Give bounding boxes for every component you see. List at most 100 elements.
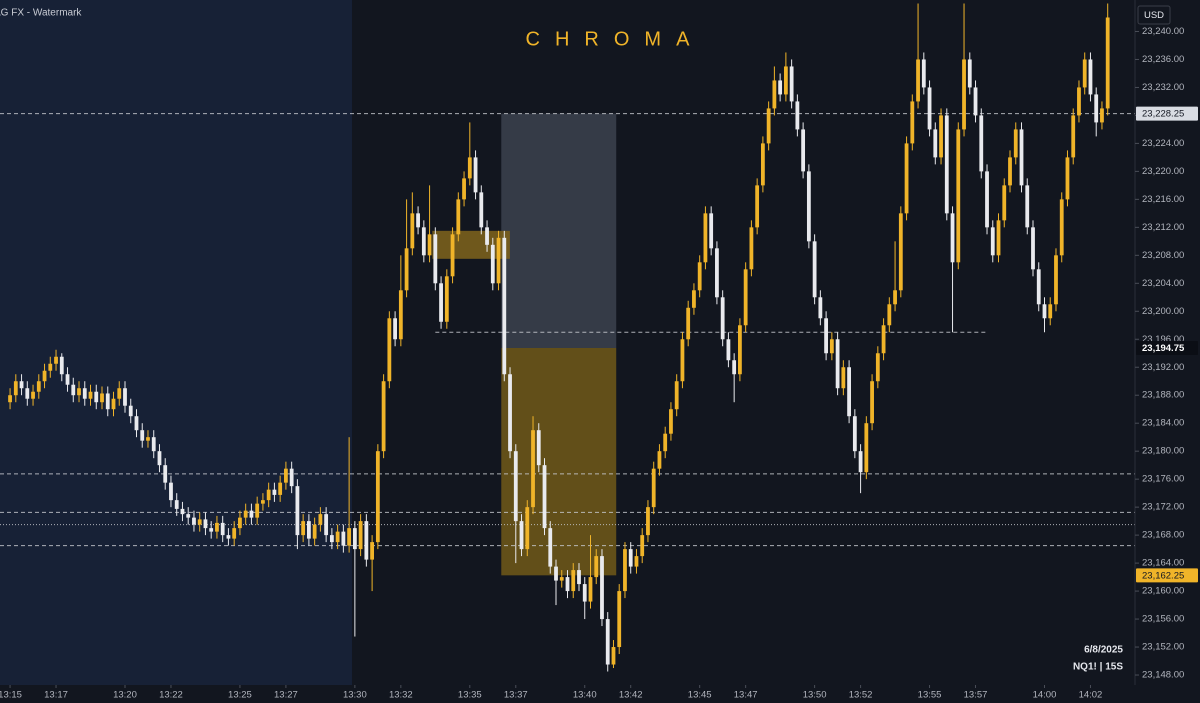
candle-body [743, 269, 748, 326]
candle-body [536, 430, 541, 466]
symbol: NQ1! | 15S [1073, 662, 1123, 673]
candle-body [490, 244, 495, 284]
candle-body [513, 451, 518, 522]
y-tick-label: 23,172.00 [1142, 502, 1184, 513]
candle-body [1025, 185, 1030, 228]
candle-body [554, 566, 558, 581]
x-tick-label: 13:50 [803, 690, 827, 701]
candle-body [582, 584, 587, 602]
y-tick-label: 23,196.00 [1142, 334, 1184, 345]
candle-body [1008, 157, 1012, 186]
y-tick-label: 23,156.00 [1142, 614, 1184, 625]
candle-body [77, 388, 81, 396]
candle-body [13, 381, 18, 396]
watermark: AG FX - Watermark [0, 8, 82, 19]
candle-body [818, 297, 823, 319]
candle-body [1042, 304, 1047, 319]
candle-body [864, 423, 869, 473]
candle-body [755, 185, 760, 228]
candle-body [766, 108, 771, 144]
currency-box[interactable] [1137, 5, 1171, 25]
candle-body [128, 405, 133, 417]
candle-body [835, 339, 840, 389]
candle-body [962, 59, 966, 130]
candle-body [479, 192, 484, 228]
y-tick-label: 23,212.00 [1142, 222, 1184, 233]
candle-body [42, 370, 47, 382]
candle-body [306, 521, 311, 539]
candle-body [1065, 157, 1070, 200]
candle-body [806, 171, 811, 242]
candle-body [795, 101, 800, 130]
y-tick-label: 23,200.00 [1142, 306, 1184, 317]
candle-body [801, 129, 806, 172]
candle-body [266, 489, 271, 501]
currency[interactable]: USD [1144, 10, 1164, 21]
candle-body [950, 213, 955, 263]
candle-body [289, 468, 294, 487]
candle-body [979, 115, 984, 172]
candle-body [8, 395, 12, 403]
x-tick-label: 13:37 [504, 690, 528, 701]
candle-body [88, 391, 93, 399]
candle-body [898, 213, 903, 291]
candle-body [663, 433, 668, 452]
candle-body [1088, 59, 1093, 95]
candle-body [433, 234, 438, 284]
candle-body [944, 115, 949, 214]
candle-body [416, 213, 420, 228]
candle-body [100, 393, 104, 403]
session-shade [0, 0, 352, 685]
candle-body [364, 521, 369, 560]
y-tick-label: 23,224.00 [1142, 138, 1184, 149]
candle-body [169, 482, 173, 501]
candle-body [829, 339, 834, 354]
candle-body [1031, 227, 1035, 270]
candle-body [927, 87, 932, 130]
candle-body [508, 374, 512, 452]
y-tick-label: 23,216.00 [1142, 194, 1184, 205]
candle-body [605, 619, 610, 665]
y-tick-label: 23,240.00 [1142, 26, 1184, 37]
candle-body [594, 556, 599, 578]
candle-body [111, 398, 116, 410]
y-tick-label: 23,152.00 [1142, 642, 1184, 653]
candle-body [444, 276, 449, 322]
candle-body [559, 577, 564, 581]
candle-body [375, 451, 380, 543]
x-tick-label: 14:02 [1079, 690, 1103, 701]
candle-body [65, 374, 70, 385]
candle-body [186, 514, 191, 518]
candle-body [473, 157, 478, 193]
candle-body [1054, 255, 1058, 305]
candles [8, 3, 1110, 672]
candle-body [502, 237, 507, 375]
candle-body [628, 549, 633, 567]
candle-body [381, 381, 386, 452]
candle-body [1002, 185, 1007, 221]
candle-body [140, 430, 145, 441]
x-tick-label: 13:52 [849, 690, 873, 701]
candle-body [192, 517, 196, 525]
candle-body [278, 482, 283, 495]
x-tick-label: 13:55 [918, 690, 942, 701]
candle-body [720, 297, 725, 340]
x-tick-label: 13:35 [458, 690, 482, 701]
candle-body [640, 535, 645, 557]
y-tick-label: 23,188.00 [1142, 390, 1184, 401]
y-tick-label: 23,208.00 [1142, 250, 1184, 261]
candle-body [36, 381, 41, 392]
price-label: 23,194.75 [1142, 343, 1185, 354]
candle-body [939, 115, 943, 158]
y-tick-label: 23,220.00 [1142, 166, 1184, 177]
candle-body [921, 59, 926, 88]
candle-body [226, 535, 231, 539]
candle-body [881, 325, 886, 354]
candle-body [600, 556, 604, 620]
candle-body [82, 388, 87, 399]
candle-body [134, 416, 139, 431]
candle-body [157, 451, 162, 466]
candle-body [467, 157, 472, 179]
candle-body [284, 468, 288, 483]
